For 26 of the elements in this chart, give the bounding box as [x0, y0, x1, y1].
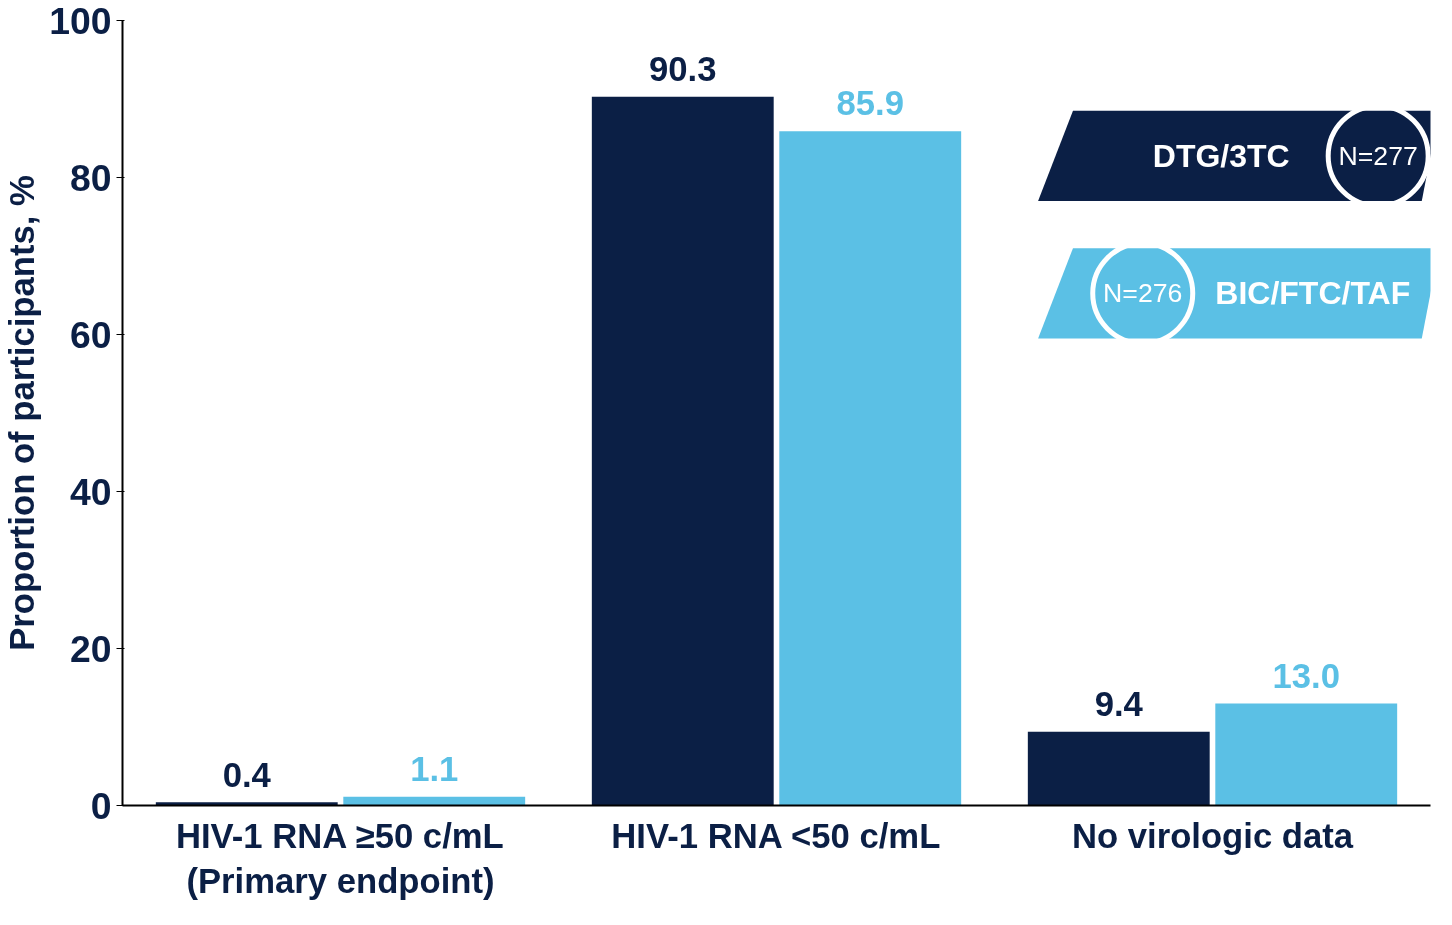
- y-tick-label: 60: [69, 313, 112, 356]
- y-tick-label: 100: [49, 0, 112, 42]
- text: 1.1: [410, 750, 459, 789]
- bar: [1027, 731, 1210, 806]
- text: 90.3: [649, 49, 717, 88]
- bar: [591, 96, 774, 806]
- annotation: N=276: [1103, 278, 1183, 309]
- text: DTG/3TC: [1152, 137, 1290, 174]
- y-tick-label: 0: [90, 784, 112, 827]
- annotation: N=277: [1338, 140, 1418, 171]
- text: 85.9: [836, 84, 904, 123]
- bar: [155, 802, 338, 806]
- text: 9.4: [1094, 685, 1143, 724]
- bar: [343, 796, 526, 806]
- x-tick-label: HIV-1 RNA <50 c/mL: [611, 816, 941, 855]
- text: BIC/FTC/TAF: [1215, 275, 1411, 312]
- bar: [1215, 703, 1398, 806]
- text: 13.0: [1272, 656, 1340, 695]
- x-tick-label: No virologic data: [1071, 816, 1354, 855]
- bar: [779, 131, 962, 806]
- y-axis-title: Proportion of participants, %: [3, 175, 42, 651]
- text: 0.4: [222, 755, 271, 794]
- x-tick-label: HIV-1 RNA ≥50 c/mL (Primary endpoint): [175, 816, 504, 901]
- y-tick-label: 40: [69, 470, 112, 513]
- y-tick-label: 80: [69, 156, 112, 199]
- y-tick-label: 20: [69, 627, 112, 670]
